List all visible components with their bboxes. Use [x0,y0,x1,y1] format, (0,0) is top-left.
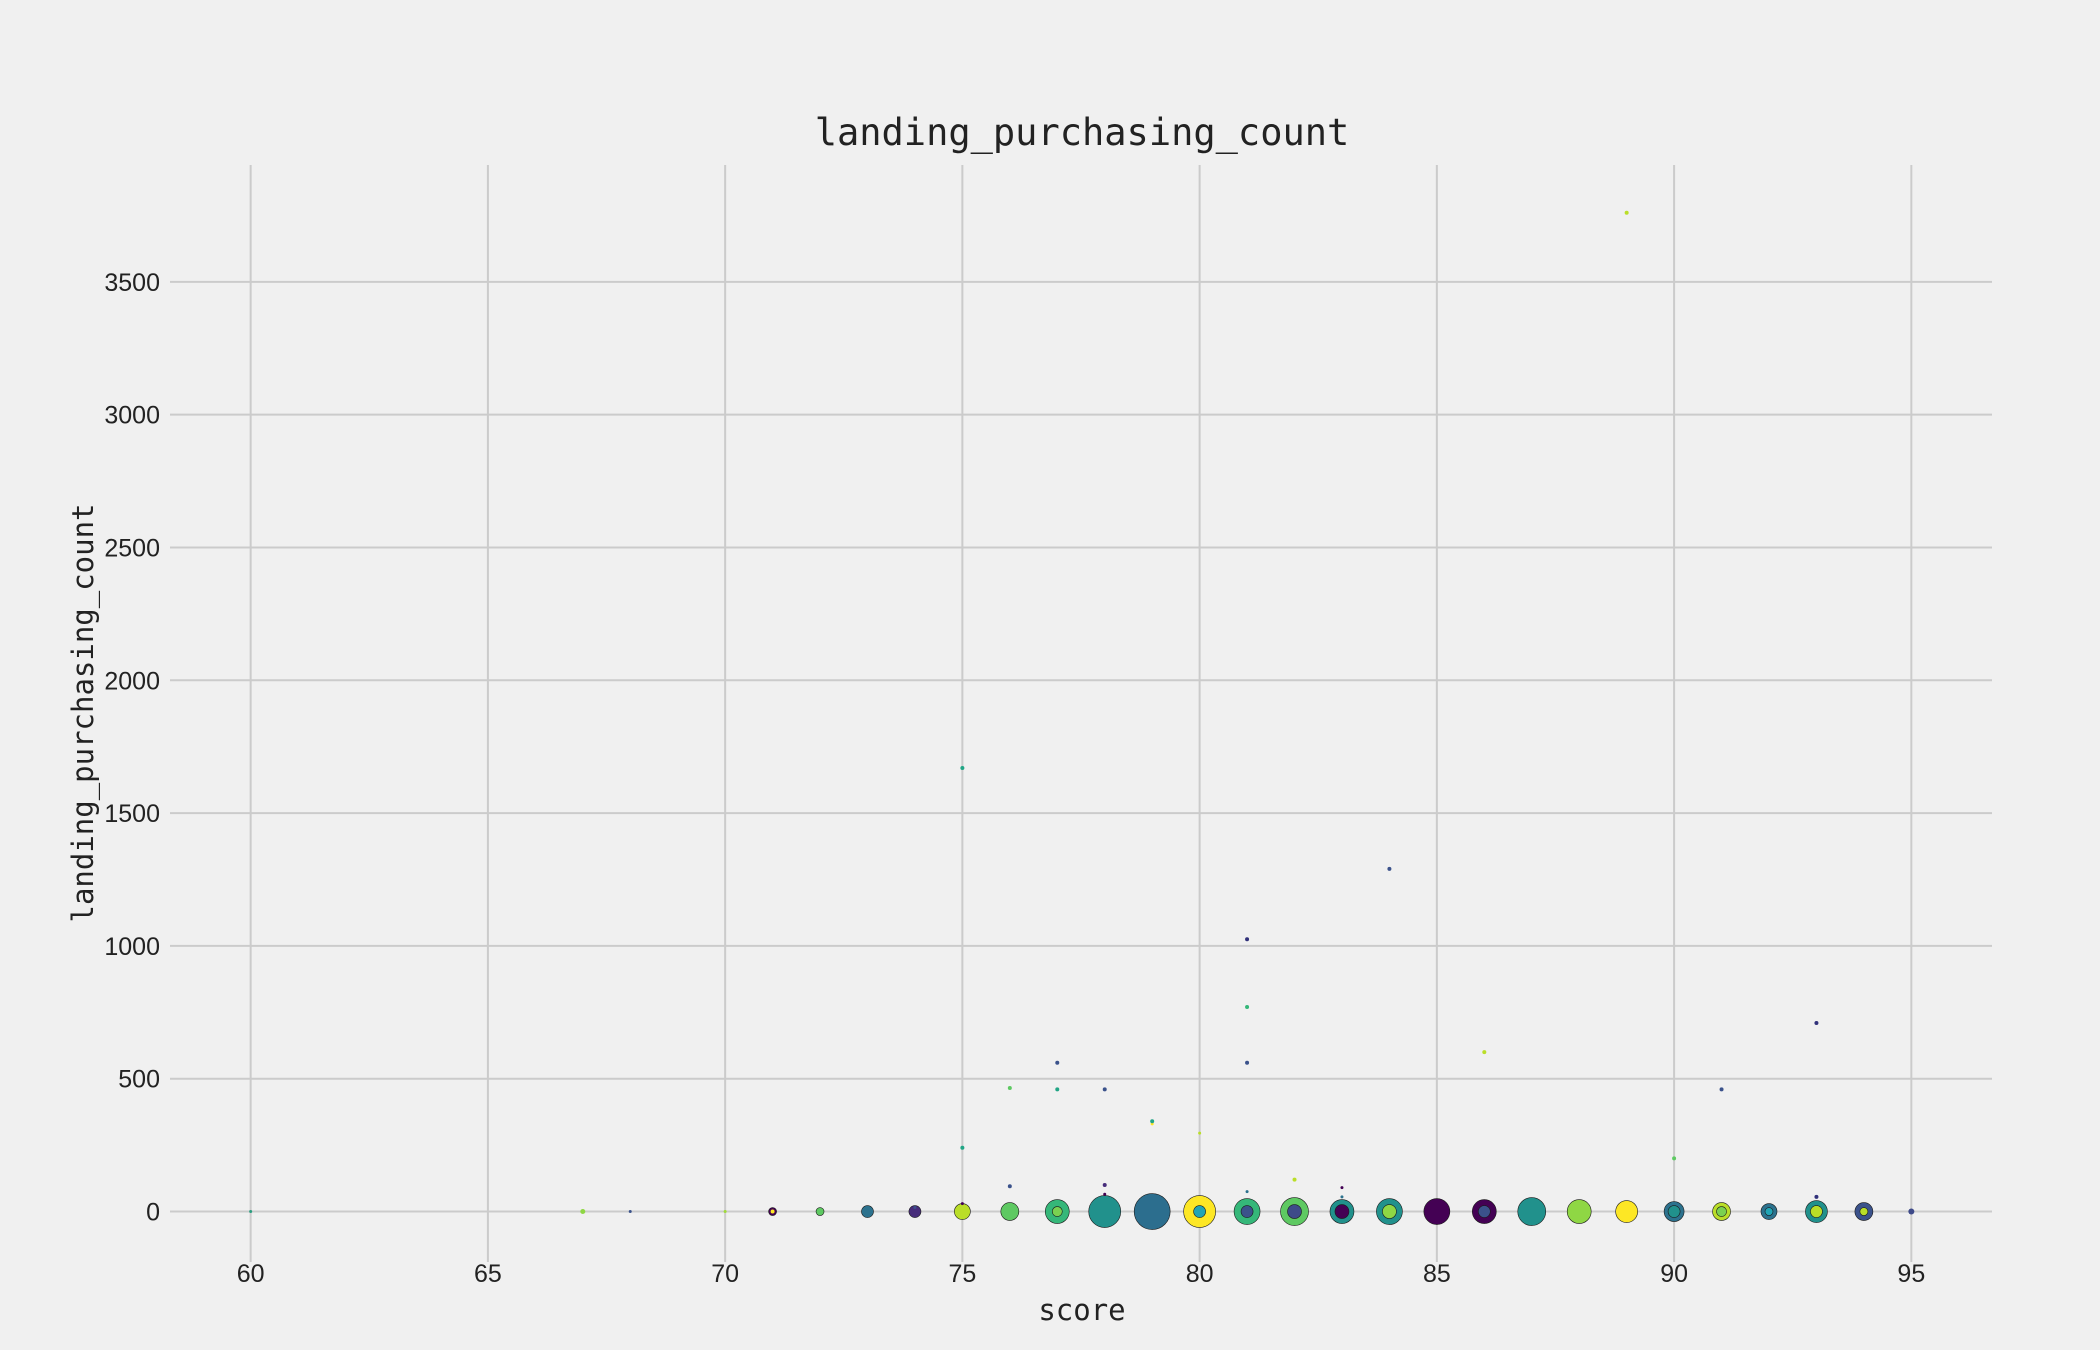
y-tick-label: 2000 [104,667,160,695]
x-tick-label: 85 [1423,1260,1451,1288]
data-point [1517,1197,1547,1226]
data-point [1387,866,1392,871]
data-point [1566,1199,1592,1224]
data-point [580,1209,586,1215]
y-tick-label: 1500 [104,800,160,828]
data-point [1240,1205,1254,1218]
y-tick-label: 1000 [104,933,160,961]
y-tick-label: 3000 [104,402,160,430]
data-point [1624,210,1629,215]
x-tick-label: 90 [1660,1260,1688,1288]
data-point [1198,1131,1202,1135]
data-point [1193,1205,1206,1218]
data-point [960,1202,964,1206]
data-point [1051,1206,1063,1217]
data-point [1478,1205,1491,1218]
data-point [1245,937,1250,942]
data-point [1908,1208,1915,1215]
x-tick-label: 75 [948,1260,976,1288]
data-point [1055,1060,1060,1065]
x-tick-label: 65 [474,1260,502,1288]
data-point [628,1210,632,1214]
data-point [1423,1198,1451,1225]
x-tick-label: 95 [1897,1260,1925,1288]
data-point [908,1205,922,1218]
y-axis-label: landing_purchasing_count [66,503,101,922]
data-point [1245,1190,1249,1194]
data-point [1764,1207,1774,1216]
data-point [1245,1005,1250,1010]
x-tick-labels: 60 65 70 75 80 85 90 95 [237,1260,1925,1288]
data-points [249,210,1915,1230]
data-point [1672,1156,1677,1161]
data-point [1055,1087,1060,1092]
data-point [1810,1205,1823,1218]
data-point [1150,1119,1155,1124]
data-point [1340,1186,1344,1190]
y-gridlines [170,280,1992,1213]
data-point [1102,1182,1107,1187]
y-tick-label: 500 [118,1066,160,1094]
data-point [1814,1020,1819,1025]
data-point [1482,1050,1487,1055]
data-point [1716,1206,1727,1217]
data-point [1103,1192,1107,1196]
x-tick-label: 60 [237,1260,265,1288]
data-point [1007,1184,1012,1189]
y-tick-label: 0 [146,1199,160,1227]
data-point [249,1210,253,1214]
data-point [1150,1122,1154,1126]
data-point [1340,1195,1344,1199]
data-point [1382,1204,1397,1219]
data-point [1334,1204,1350,1219]
data-point [1719,1087,1724,1092]
data-point [1615,1200,1638,1223]
data-point [1859,1207,1869,1216]
data-point [1102,1087,1107,1092]
y-tick-labels: 0 500 1000 1500 2000 2500 3000 3500 [104,269,160,1227]
data-point [861,1205,874,1218]
data-point [1007,1086,1012,1091]
data-point [1667,1205,1681,1218]
chart-title: landing_purchasing_count [815,111,1350,155]
data-point [1287,1204,1302,1219]
data-point [1000,1202,1020,1221]
data-point [723,1210,727,1214]
data-point [815,1207,825,1216]
data-point [954,1203,971,1220]
x-tick-label: 70 [711,1260,739,1288]
data-point [960,765,965,770]
y-tick-label: 2500 [104,534,160,562]
data-point [1088,1195,1122,1228]
data-point [1245,1060,1250,1065]
data-point [1292,1177,1297,1182]
data-point [1133,1193,1171,1230]
x-tick-label: 80 [1186,1260,1214,1288]
data-point [770,1209,775,1214]
x-axis-label: score [1038,1293,1125,1327]
x-gridlines [249,165,1913,1262]
y-tick-label: 3500 [104,269,160,297]
data-point [960,1145,965,1150]
data-point [1814,1194,1819,1199]
data-point [913,1206,917,1210]
